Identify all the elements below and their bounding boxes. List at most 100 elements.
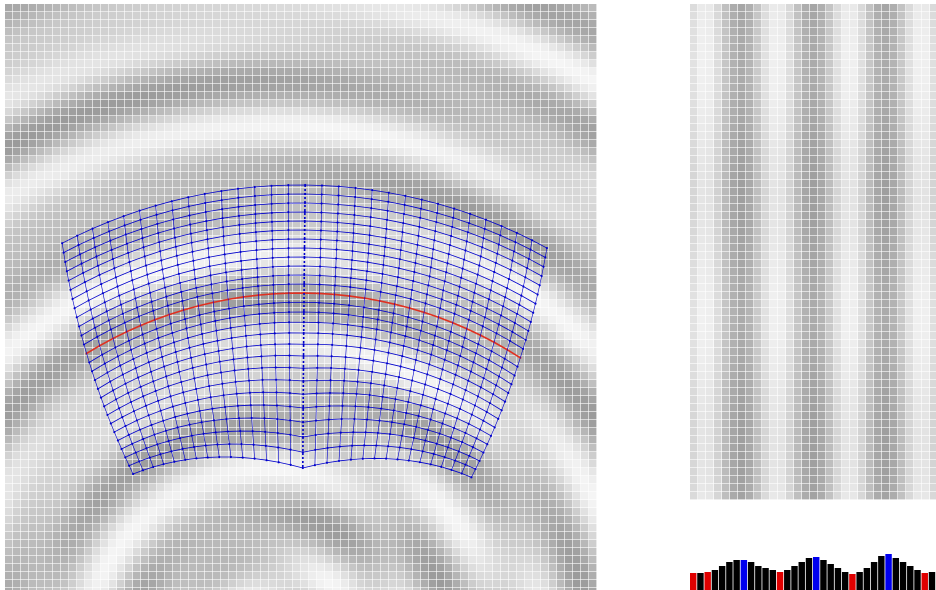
- pixel: [533, 436, 540, 443]
- pixel: [77, 36, 84, 43]
- pixel: [141, 92, 148, 99]
- pixel: [501, 476, 508, 483]
- pixel: [253, 484, 260, 491]
- pixel: [221, 268, 228, 275]
- pixel: [429, 124, 436, 131]
- pixel: [5, 276, 12, 283]
- pixel: [245, 524, 252, 531]
- pixel: [37, 52, 44, 59]
- pixel: [5, 212, 12, 219]
- pixel: [365, 60, 372, 67]
- pixel: [501, 44, 508, 51]
- pixel: [269, 60, 276, 67]
- pixel: [453, 76, 460, 83]
- pixel: [573, 28, 580, 35]
- pixel: [325, 484, 332, 491]
- pixel: [13, 388, 20, 395]
- pixel: [101, 44, 108, 51]
- pixel: [397, 484, 404, 491]
- pixel: [253, 188, 260, 195]
- pixel: [549, 524, 556, 531]
- pixel: [197, 508, 204, 515]
- pixel: [509, 220, 516, 227]
- pixel: [525, 204, 532, 211]
- pixel: [317, 300, 324, 307]
- pixel: [125, 100, 132, 107]
- pixel: [21, 340, 28, 347]
- pixel: [485, 532, 492, 539]
- pixel: [253, 196, 260, 203]
- pixel: [53, 524, 60, 531]
- pixel: [93, 68, 100, 75]
- pixel: [293, 156, 300, 163]
- pixel: [293, 452, 300, 459]
- pixel: [413, 52, 420, 59]
- pixel: [69, 428, 76, 435]
- pixel: [309, 348, 316, 355]
- pixel: [317, 116, 324, 123]
- pixel: [277, 76, 284, 83]
- pixel: [333, 372, 340, 379]
- pixel: [573, 148, 580, 155]
- pixel: [413, 172, 420, 179]
- pixel: [221, 228, 228, 235]
- pixel: [261, 196, 268, 203]
- pixel: [525, 196, 532, 203]
- pixel: [29, 172, 36, 179]
- pixel: [45, 236, 52, 243]
- pixel: [333, 204, 340, 211]
- pixel: [549, 388, 556, 395]
- pixel: [197, 380, 204, 387]
- pixel: [549, 164, 556, 171]
- pixel: [157, 44, 164, 51]
- pixel: [365, 108, 372, 115]
- pixel: [157, 28, 164, 35]
- pixel: [373, 60, 380, 67]
- pixel: [581, 116, 588, 123]
- pixel: [349, 356, 356, 363]
- pixel: [21, 284, 28, 291]
- pixel: [5, 100, 12, 107]
- pixel: [501, 228, 508, 235]
- pixel: [365, 76, 372, 83]
- pixel: [429, 108, 436, 115]
- pixel: [429, 188, 436, 195]
- pixel: [117, 276, 124, 283]
- pixel: [221, 468, 228, 475]
- pixel: [581, 236, 588, 243]
- pixel: [461, 108, 468, 115]
- pixel: [365, 516, 372, 523]
- pixel: [461, 28, 468, 35]
- pixel: [461, 12, 468, 19]
- pixel: [581, 244, 588, 251]
- pixel: [493, 124, 500, 131]
- pixel: [69, 340, 76, 347]
- pixel: [101, 28, 108, 35]
- pixel: [309, 300, 316, 307]
- pixel: [469, 156, 476, 163]
- pixel: [437, 476, 444, 483]
- pixel: [173, 492, 180, 499]
- pixel: [53, 388, 60, 395]
- pixel: [101, 428, 108, 435]
- pixel: [517, 124, 524, 131]
- pixel: [557, 516, 564, 523]
- pixel: [109, 308, 116, 315]
- pixel: [277, 508, 284, 515]
- pixel: [101, 436, 108, 443]
- pixel: [213, 4, 220, 11]
- pixel: [93, 276, 100, 283]
- pixel: [141, 524, 148, 531]
- pixel: [141, 44, 148, 51]
- pixel: [317, 12, 324, 19]
- pixel: [317, 524, 324, 531]
- pixel: [493, 20, 500, 27]
- pixel: [341, 316, 348, 323]
- pixel: [309, 540, 316, 547]
- pixel: [485, 4, 492, 11]
- pixel: [237, 444, 244, 451]
- pixel: [301, 476, 308, 483]
- pixel: [381, 60, 388, 67]
- pixel: [69, 492, 76, 499]
- pixel: [421, 500, 428, 507]
